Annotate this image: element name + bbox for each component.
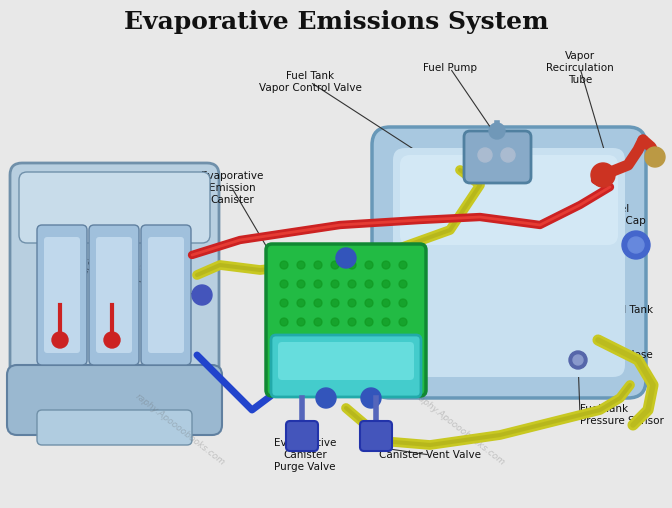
- Circle shape: [297, 318, 305, 326]
- Circle shape: [622, 231, 650, 259]
- Circle shape: [297, 261, 305, 269]
- Circle shape: [645, 147, 665, 167]
- Circle shape: [104, 332, 120, 348]
- FancyBboxPatch shape: [96, 237, 132, 353]
- Circle shape: [280, 318, 288, 326]
- Circle shape: [348, 356, 356, 364]
- FancyBboxPatch shape: [271, 335, 421, 397]
- Circle shape: [348, 261, 356, 269]
- Circle shape: [297, 280, 305, 288]
- Circle shape: [399, 318, 407, 326]
- Circle shape: [297, 356, 305, 364]
- Text: biography.Apoooobooks.com: biography.Apoooobooks.com: [76, 216, 184, 304]
- FancyBboxPatch shape: [400, 155, 618, 245]
- Circle shape: [382, 261, 390, 269]
- Circle shape: [314, 318, 322, 326]
- Circle shape: [331, 261, 339, 269]
- Circle shape: [331, 299, 339, 307]
- Text: Evaporative
Emission
Canister: Evaporative Emission Canister: [201, 171, 263, 205]
- FancyBboxPatch shape: [148, 237, 184, 353]
- Circle shape: [280, 261, 288, 269]
- Circle shape: [314, 356, 322, 364]
- Circle shape: [297, 337, 305, 345]
- Circle shape: [316, 388, 336, 408]
- Circle shape: [348, 280, 356, 288]
- FancyBboxPatch shape: [360, 421, 392, 451]
- FancyBboxPatch shape: [393, 148, 625, 377]
- FancyBboxPatch shape: [44, 237, 80, 353]
- Text: Fuel Tank
Vapor Control Valve: Fuel Tank Vapor Control Valve: [259, 71, 362, 93]
- Circle shape: [297, 299, 305, 307]
- Circle shape: [314, 280, 322, 288]
- Circle shape: [336, 248, 356, 268]
- Circle shape: [331, 356, 339, 364]
- Text: Evaporative
Canister
Purge Valve: Evaporative Canister Purge Valve: [274, 438, 336, 471]
- Text: raphy.Apoooobooks.com: raphy.Apoooobooks.com: [413, 392, 507, 468]
- FancyBboxPatch shape: [464, 131, 531, 183]
- Circle shape: [365, 318, 373, 326]
- Circle shape: [314, 261, 322, 269]
- Circle shape: [280, 356, 288, 364]
- Text: biography.Apoooobooks.com: biography.Apoooobooks.com: [296, 266, 404, 354]
- Circle shape: [365, 280, 373, 288]
- FancyBboxPatch shape: [7, 365, 222, 435]
- Circle shape: [52, 332, 68, 348]
- Circle shape: [314, 299, 322, 307]
- Circle shape: [361, 388, 381, 408]
- Circle shape: [365, 356, 373, 364]
- FancyBboxPatch shape: [37, 410, 192, 445]
- Text: Fuel Tank: Fuel Tank: [605, 305, 653, 315]
- Circle shape: [399, 299, 407, 307]
- Circle shape: [365, 299, 373, 307]
- FancyBboxPatch shape: [141, 225, 191, 365]
- Circle shape: [573, 355, 583, 365]
- Circle shape: [382, 299, 390, 307]
- Text: Fuel Pump: Fuel Pump: [423, 63, 477, 73]
- FancyBboxPatch shape: [89, 225, 139, 365]
- Circle shape: [331, 337, 339, 345]
- Circle shape: [478, 148, 492, 162]
- Text: Vent Hose: Vent Hose: [600, 350, 653, 360]
- Circle shape: [489, 123, 505, 139]
- Circle shape: [399, 280, 407, 288]
- FancyBboxPatch shape: [266, 244, 426, 396]
- Circle shape: [628, 237, 644, 253]
- FancyBboxPatch shape: [372, 127, 646, 398]
- Circle shape: [280, 337, 288, 345]
- Circle shape: [399, 356, 407, 364]
- Circle shape: [348, 337, 356, 345]
- Circle shape: [399, 337, 407, 345]
- FancyBboxPatch shape: [37, 225, 87, 365]
- Circle shape: [382, 318, 390, 326]
- Circle shape: [365, 337, 373, 345]
- FancyBboxPatch shape: [19, 172, 210, 243]
- Text: Evaporative
Two-way Valve: Evaporative Two-way Valve: [44, 257, 120, 279]
- Circle shape: [280, 280, 288, 288]
- Circle shape: [331, 318, 339, 326]
- Circle shape: [382, 337, 390, 345]
- FancyBboxPatch shape: [286, 421, 318, 451]
- FancyBboxPatch shape: [10, 163, 219, 417]
- FancyBboxPatch shape: [278, 342, 414, 380]
- Circle shape: [399, 261, 407, 269]
- Circle shape: [382, 280, 390, 288]
- Circle shape: [382, 356, 390, 364]
- Text: Vapor
Recirculation
Tube: Vapor Recirculation Tube: [546, 51, 614, 85]
- Text: Canister Vent Valve: Canister Vent Valve: [379, 450, 481, 460]
- Circle shape: [331, 280, 339, 288]
- Circle shape: [569, 351, 587, 369]
- Text: Fuel
Fill Cap: Fuel Fill Cap: [608, 204, 646, 226]
- Circle shape: [280, 299, 288, 307]
- Circle shape: [348, 318, 356, 326]
- Circle shape: [314, 337, 322, 345]
- Text: raphy.Apoooobooks.com: raphy.Apoooobooks.com: [134, 392, 226, 468]
- Circle shape: [192, 285, 212, 305]
- Circle shape: [365, 261, 373, 269]
- Circle shape: [348, 299, 356, 307]
- Text: Evaporative Emissions System: Evaporative Emissions System: [124, 10, 548, 34]
- Circle shape: [501, 148, 515, 162]
- Text: Fuel Tank
Pressure Sensor: Fuel Tank Pressure Sensor: [580, 404, 664, 426]
- Circle shape: [591, 163, 615, 187]
